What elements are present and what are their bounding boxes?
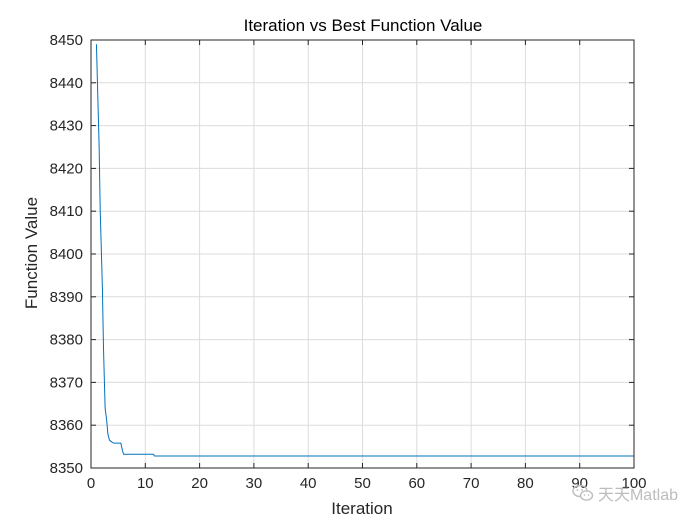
x-tick-label: 10 — [137, 475, 154, 492]
wechat-icon — [572, 484, 594, 501]
y-tick-labels: 8350 8360 8370 8380 8390 8400 8410 8420 8430 8440… — [50, 32, 83, 477]
x-tick-label: 80 — [517, 475, 534, 492]
series-line-0 — [95, 44, 634, 457]
x-tick-label: 0 — [87, 475, 95, 492]
y-tick-label: 8370 — [50, 374, 83, 391]
y-tick-label: 8350 — [50, 460, 83, 477]
y-tick-label: 8420 — [50, 160, 83, 177]
y-axis-title: Function Value — [22, 197, 41, 309]
watermark: 天天Matlab — [572, 481, 678, 505]
y-tick-label: 8390 — [50, 289, 83, 306]
watermark-text: 天天Matlab — [597, 487, 678, 504]
x-tick-label: 100 — [621, 475, 646, 492]
y-tick-label: 8380 — [50, 332, 83, 349]
x-tick-label: 70 — [463, 475, 480, 492]
x-tick-label: 50 — [354, 475, 371, 492]
y-tick-label: 8410 — [50, 203, 83, 220]
x-axis-title: Iteration — [331, 499, 392, 518]
y-tick-label: 8440 — [50, 75, 83, 92]
series-group — [95, 44, 634, 457]
x-tick-label: 60 — [408, 475, 425, 492]
y-tick-label: 8360 — [50, 417, 83, 434]
x-tick-label: 30 — [246, 475, 263, 492]
chart-title: Iteration vs Best Function Value — [244, 16, 483, 35]
x-tick-label: 90 — [571, 475, 588, 492]
axes-box — [90, 39, 635, 469]
plot-area — [90, 39, 635, 469]
x-tick-label: 20 — [191, 475, 208, 492]
y-tick-label: 8430 — [50, 118, 83, 135]
x-tick-label: 40 — [300, 475, 317, 492]
x-tick-labels: 0 10 20 30 40 50 60 70 80 90 100 — [87, 475, 647, 492]
y-tick-label: 8450 — [50, 32, 83, 49]
y-tick-label: 8400 — [50, 246, 83, 263]
